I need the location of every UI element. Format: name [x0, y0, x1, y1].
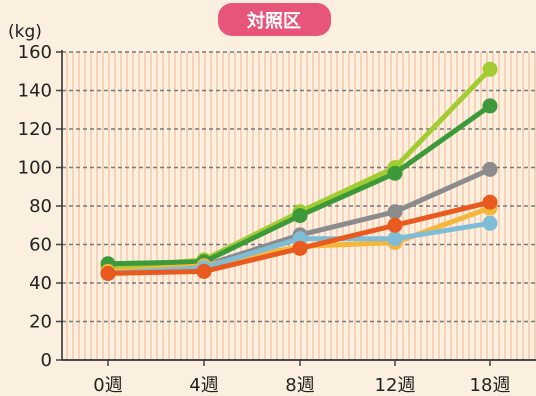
x-tick-label: 0週	[93, 375, 122, 396]
y-tick-label: 60	[29, 235, 52, 256]
y-tick-label: 0	[41, 350, 52, 371]
data-point	[387, 231, 403, 247]
x-tick-labels: 0週 4週 8週 12週 18週	[93, 375, 510, 396]
series-6	[100, 194, 498, 281]
axes	[56, 50, 536, 366]
data-point	[482, 194, 498, 210]
y-tick-label: 80	[29, 196, 52, 217]
data-point	[292, 240, 308, 256]
grid-lines	[62, 51, 536, 323]
data-point	[387, 165, 403, 181]
x-tick-label: 12週	[375, 375, 416, 396]
y-tick-label: 40	[29, 273, 52, 294]
data-point	[196, 263, 212, 279]
data-point	[482, 161, 498, 177]
x-tick-label: 8週	[285, 375, 314, 396]
data-point	[387, 204, 403, 220]
data-point	[482, 61, 498, 77]
y-tick-label: 20	[29, 312, 52, 333]
data-point	[292, 208, 308, 224]
x-tick-label: 4週	[189, 375, 218, 396]
data-series	[100, 61, 498, 281]
y-tick-label: 140	[18, 81, 52, 102]
data-point	[482, 215, 498, 231]
chart-title: 対照区	[246, 10, 301, 32]
chart-title-badge: 対照区	[218, 3, 331, 36]
y-tick-labels: 0 20 40 60 80 100 120 140 160	[18, 42, 52, 371]
y-tick-label: 100	[18, 158, 52, 179]
data-point	[482, 98, 498, 114]
y-tick-label: 160	[18, 42, 52, 63]
title-badge-bg	[218, 3, 331, 36]
data-point	[387, 217, 403, 233]
y-tick-label: 120	[18, 119, 52, 140]
data-point	[100, 265, 116, 281]
x-tick-label: 18週	[470, 375, 511, 396]
y-axis-unit: (kg)	[8, 22, 42, 42]
